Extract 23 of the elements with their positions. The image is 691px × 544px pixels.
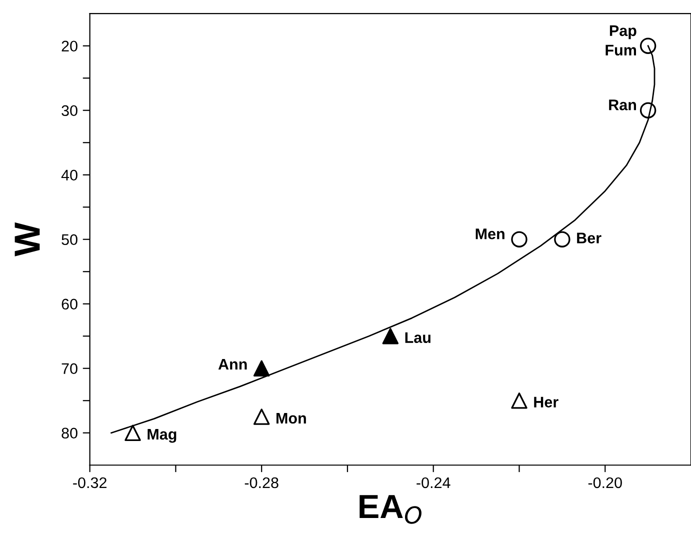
annotation: Pap	[610, 25, 636, 40]
x-tick-label: -0.24	[416, 477, 450, 488]
annotation: Men	[476, 228, 504, 240]
annotation: Ber	[577, 232, 602, 244]
y-tick-label: 60	[62, 298, 78, 310]
annotation: Mon	[276, 412, 306, 424]
annotation: Ran	[609, 100, 636, 110]
y-tick-label: 40	[61, 170, 78, 181]
x-tick-label: -0.20	[588, 477, 622, 488]
y-tick-label: 50	[62, 234, 78, 246]
y-tick-label: 20	[62, 40, 78, 52]
x-tick-label: -0.28	[244, 477, 278, 488]
annotation: Her	[534, 396, 558, 408]
y-axis-title: W	[14, 222, 40, 256]
y-tick-label: 70	[62, 363, 78, 374]
y-tick-label: 30	[62, 105, 78, 116]
x-tick-label: -0.32	[73, 477, 106, 488]
annotation: Fum	[606, 44, 636, 56]
x-axis-title: EA$_{O}$	[360, 495, 422, 524]
annotation: Lau	[405, 332, 430, 343]
annotation: Ann	[218, 359, 247, 370]
annotation: Mag	[148, 429, 176, 443]
y-tick-label: 80	[62, 428, 78, 439]
